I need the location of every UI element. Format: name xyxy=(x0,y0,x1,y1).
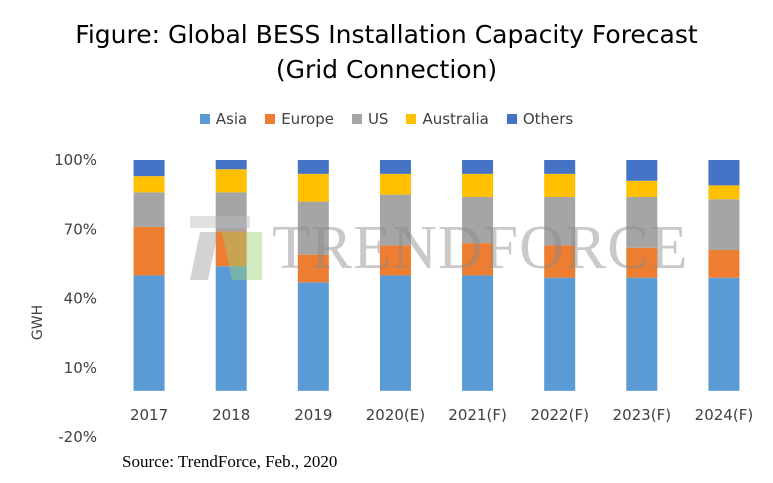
bar-europe-2018 xyxy=(215,231,247,267)
legend-item-others: Others xyxy=(506,110,574,128)
watermark-text: TRENDFORCE xyxy=(272,213,689,282)
bar-europe-2023(F) xyxy=(626,247,658,278)
watermark: TRENDFORCE xyxy=(190,212,688,284)
y-tick-label: 40% xyxy=(64,290,97,308)
bar-us-2018 xyxy=(215,192,247,232)
bar-europe-2020(E) xyxy=(379,245,411,276)
bar-others-2023(F) xyxy=(626,160,658,181)
legend-swatch-europe xyxy=(265,114,276,124)
bar-others-2017 xyxy=(133,160,165,177)
y-tick-label: -20% xyxy=(58,428,97,446)
trendforce-logo-icon xyxy=(190,212,262,284)
bar-us-2017 xyxy=(133,192,165,227)
bar-asia-2018 xyxy=(215,266,247,391)
x-tick-label: 2018 xyxy=(212,406,250,424)
x-tick-label: 2020(E) xyxy=(366,406,425,424)
bar-asia-2020(E) xyxy=(379,275,411,391)
bar-others-2020(E) xyxy=(379,160,411,174)
legend-swatch-asia xyxy=(199,114,210,124)
bar-australia-2021(F) xyxy=(462,173,494,197)
x-tick-label: 2024(F) xyxy=(695,406,754,424)
bar-asia-2017 xyxy=(133,275,165,391)
bar-others-2018 xyxy=(215,160,247,170)
bar-europe-2019 xyxy=(297,254,329,283)
legend-swatch-us xyxy=(351,114,362,124)
legend-item-europe: Europe xyxy=(265,110,334,128)
y-tick-label: 10% xyxy=(64,359,97,377)
bar-asia-2019 xyxy=(297,282,329,391)
chart-subtitle: (Grid Connection) xyxy=(275,55,498,84)
bar-us-2022(F) xyxy=(544,196,576,246)
legend-label-others: Others xyxy=(522,110,574,128)
x-tick-label: 2023(F) xyxy=(613,406,672,424)
bar-australia-2018 xyxy=(215,169,247,193)
chart-title: Figure: Global BESS Installation Capacit… xyxy=(75,20,698,49)
bar-asia-2022(F) xyxy=(544,277,576,391)
bar-asia-2024(F) xyxy=(708,277,740,391)
legend-label-us: US xyxy=(367,110,389,128)
x-tick-label: 2019 xyxy=(294,406,332,424)
bar-us-2024(F) xyxy=(708,199,740,251)
x-tick-label: 2021(F) xyxy=(448,406,507,424)
source-note: Source: TrendForce, Feb., 2020 xyxy=(122,452,338,471)
y-axis-label: GWH xyxy=(30,305,46,340)
x-tick-label: 2022(F) xyxy=(530,406,589,424)
bar-asia-2023(F) xyxy=(626,277,658,391)
bar-others-2024(F) xyxy=(708,160,740,186)
bar-australia-2023(F) xyxy=(626,180,658,197)
bar-australia-2017 xyxy=(133,176,165,193)
bar-europe-2024(F) xyxy=(708,250,740,278)
bar-australia-2019 xyxy=(297,173,329,202)
y-tick-label: 100% xyxy=(54,151,97,169)
legend-swatch-australia xyxy=(406,114,417,124)
legend-item-australia: Australia xyxy=(406,110,489,128)
legend-item-us: US xyxy=(351,110,389,128)
bar-others-2021(F) xyxy=(462,160,494,174)
bar-australia-2020(E) xyxy=(379,173,411,195)
legend: Asia Europe US Australia Others xyxy=(0,110,773,128)
bar-europe-2017 xyxy=(133,226,165,276)
legend-swatch-others xyxy=(506,114,517,124)
bar-australia-2024(F) xyxy=(708,185,740,200)
bar-us-2023(F) xyxy=(626,196,658,248)
legend-item-asia: Asia xyxy=(199,110,248,128)
legend-label-asia: Asia xyxy=(215,110,248,128)
bar-others-2022(F) xyxy=(544,160,576,174)
bar-australia-2022(F) xyxy=(544,173,576,197)
bar-us-2021(F) xyxy=(462,196,494,244)
bar-asia-2021(F) xyxy=(462,275,494,391)
legend-label-europe: Europe xyxy=(281,110,334,128)
legend-label-australia: Australia xyxy=(422,110,489,128)
y-tick-label: 70% xyxy=(64,220,97,238)
bar-us-2020(E) xyxy=(379,194,411,246)
bar-europe-2021(F) xyxy=(462,243,494,276)
bar-others-2019 xyxy=(297,160,329,174)
x-tick-label: 2017 xyxy=(130,406,168,424)
bar-us-2019 xyxy=(297,201,329,255)
bar-europe-2022(F) xyxy=(544,245,576,278)
